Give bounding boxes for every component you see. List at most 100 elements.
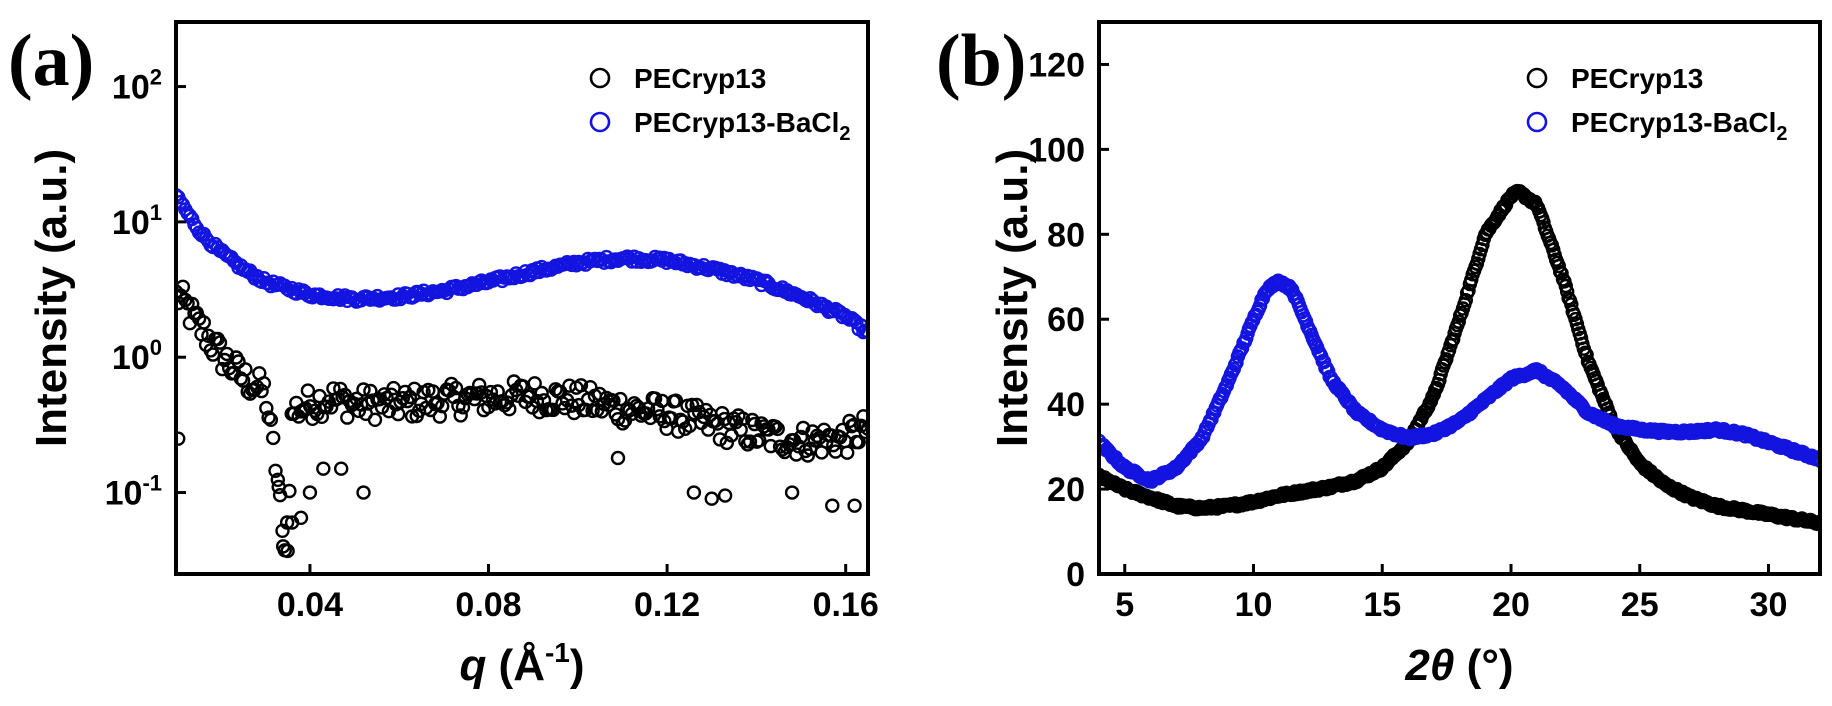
data-point (363, 383, 378, 399)
data-point (1451, 314, 1467, 329)
data-point (858, 424, 868, 440)
y-tick-label: 60 (1047, 301, 1085, 339)
y-tick-label: 10-1 (105, 471, 162, 513)
data-point (356, 485, 371, 500)
data-point (453, 408, 468, 423)
x-axis: 0.04 0.08 0.12 0.16 (277, 564, 879, 624)
legend: PECryp13 PECryp13-BaCl2 (1526, 63, 1788, 145)
data-point (793, 429, 809, 445)
data-point (527, 376, 542, 391)
data-point (800, 448, 815, 463)
data-point (717, 488, 733, 503)
data-point (610, 450, 626, 466)
data-point (735, 411, 751, 426)
legend-marker (1526, 67, 1548, 89)
x-tick-label: 0.16 (813, 586, 879, 624)
data-point (300, 383, 316, 398)
x-tick-label: 30 (1750, 586, 1788, 624)
x-tick-label: 0.12 (634, 586, 700, 624)
series-pecryp13-bacl2 (176, 188, 868, 340)
data-point (263, 412, 279, 427)
data-point (205, 239, 221, 255)
y-tick-label: 100 (112, 335, 162, 377)
x-tick-label: 20 (1492, 586, 1530, 624)
plot-frame (1097, 20, 1822, 576)
y-tick-label: 101 (112, 200, 162, 242)
data-point (176, 431, 186, 446)
data-point (860, 324, 868, 339)
x-tick-label: 0.08 (455, 586, 521, 624)
data-point (851, 435, 866, 450)
plot-frame (174, 20, 870, 576)
data-point (271, 479, 286, 495)
data-point (668, 393, 684, 408)
data-point (367, 412, 383, 427)
data-point (742, 434, 758, 449)
data-point (686, 485, 702, 500)
data-point (847, 498, 862, 513)
data-point (823, 428, 839, 443)
x-axis-label: 2θ (°) (1404, 641, 1513, 690)
data-point (448, 380, 464, 396)
legend-label: PECryp13-BaCl2 (634, 107, 851, 145)
y-tick-label: 0 (1066, 556, 1085, 594)
legend-marker (589, 111, 611, 133)
data-point (1579, 347, 1594, 362)
data-point (259, 400, 274, 416)
data-point (231, 354, 246, 369)
y-axis-label: Intensity (a.u.) (27, 149, 76, 447)
data-point (335, 390, 350, 405)
legend-label: PECryp13 (1571, 63, 1703, 94)
y-tick-label: 102 (112, 65, 162, 107)
x-tick-label: 15 (1363, 586, 1401, 624)
x-tick-label: 10 (1235, 586, 1273, 624)
data-point (643, 410, 658, 426)
data-point (768, 419, 783, 434)
data-point (455, 400, 471, 415)
data-point (279, 515, 295, 530)
data-point (606, 393, 621, 408)
x-tick-label: 0.04 (277, 586, 343, 624)
data-point (613, 391, 628, 407)
data-point (254, 383, 269, 399)
data-point (1458, 293, 1474, 308)
legend-label: PECryp13-BaCl2 (1571, 107, 1788, 145)
x-axis-label: q (Å-1) (459, 637, 584, 690)
data-point (534, 385, 549, 401)
data-point (856, 409, 868, 424)
data-point (201, 328, 216, 343)
data-point (1559, 284, 1575, 299)
data-point (340, 410, 355, 425)
data-point (502, 402, 517, 417)
data-point (1439, 352, 1454, 367)
data-point (846, 417, 862, 433)
data-point (280, 543, 295, 559)
data-point (351, 403, 366, 419)
data-point (472, 377, 487, 393)
x-axis: 5 10 15 20 25 30 (1115, 564, 1787, 624)
data-point (704, 491, 719, 506)
data-point (205, 347, 221, 362)
data-point (176, 295, 186, 311)
data-point (747, 416, 762, 432)
data-point (1536, 215, 1551, 230)
x-tick-label: 25 (1621, 586, 1659, 624)
legend-label: PECryp13 (634, 63, 766, 94)
data-markers (1099, 183, 1820, 532)
y-axis: 0 20 40 60 80 100 120 (1028, 46, 1109, 594)
y-tick-label: 20 (1047, 471, 1085, 509)
data-point (825, 498, 840, 513)
y-tick-label: 80 (1047, 216, 1085, 254)
panel-label: (a) (8, 20, 94, 102)
chart-panel-b: (b) 5 10 15 20 25 30 0 20 40 60 80 100 120 2θ (°) Inten… (936, 20, 1822, 690)
data-point (615, 416, 630, 431)
data-point (1551, 258, 1567, 274)
data-point (261, 410, 276, 425)
y-tick-label: 120 (1028, 46, 1085, 84)
series-pecryp13 (176, 279, 868, 559)
y-axis-label: Intensity (a.u.) (988, 149, 1037, 447)
data-point (675, 414, 690, 429)
data-point (293, 510, 309, 526)
data-point (1229, 355, 1244, 370)
data-point (268, 463, 283, 478)
